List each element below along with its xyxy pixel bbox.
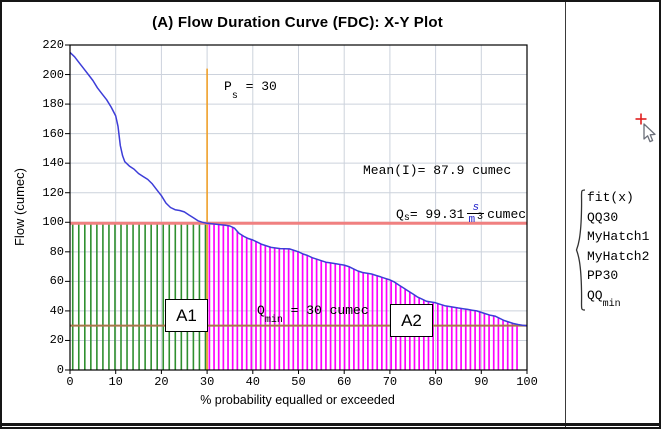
legend-item-fit[interactable]: fit(x): [587, 188, 649, 208]
qs-frac-exponent: 3: [477, 212, 484, 223]
qs-frac-numerator: s: [472, 202, 480, 214]
x-tick-label: 100: [516, 375, 538, 389]
x-tick-label: 90: [474, 375, 489, 389]
a2-text: A2: [401, 310, 422, 330]
page-break-line: [565, 2, 566, 427]
annotation-ps: Ps = 30: [224, 79, 277, 102]
x-tick-label: 50: [291, 375, 306, 389]
flow-curve: [69, 51, 528, 327]
legend-item-pp30-label: PP30: [587, 268, 619, 283]
y-tick-label: 80: [49, 244, 64, 259]
x-tick-label: 0: [66, 375, 74, 389]
annotation-qmin: Qmin = 30 cumec: [257, 303, 369, 326]
y-tick-label: 60: [49, 274, 64, 289]
mean-text: Mean(I)= 87.9 cumec: [363, 163, 512, 178]
ps-base: P: [224, 79, 232, 94]
ps-rest: = 30: [237, 79, 277, 94]
y-tick-label: 100: [42, 215, 64, 230]
x-tick-label: 40: [245, 375, 260, 389]
area-label-a1: A1: [165, 299, 208, 332]
x-tick-label: 60: [336, 375, 352, 389]
legend-item-fit-label: fit(x): [587, 190, 634, 205]
y-axis-title: Flow (cumec): [12, 168, 27, 247]
annotation-mean: Mean(I)= 87.9 cumec: [363, 163, 511, 178]
plot-title: (A) Flow Duration Curve (FDC): X-Y Plot: [152, 14, 443, 31]
y-tick-label: 200: [42, 67, 64, 82]
x-tick-label: 20: [154, 375, 169, 389]
qmin-base: Q: [257, 303, 265, 318]
qmin-rest: = 30 cumec: [282, 303, 369, 318]
x-axis-title: % probability equalled or exceeded: [200, 393, 395, 407]
y-tick-label: 220: [42, 38, 64, 52]
area-label-a2: A2: [390, 304, 433, 337]
legend-item-qqmin[interactable]: QQmin: [587, 287, 621, 311]
legend-item-myhatch1-label: MyHatch1: [587, 229, 650, 244]
qs-eq: = 99.31: [409, 207, 465, 222]
x-tick-label: 10: [108, 375, 123, 389]
y-tick-label: 0: [56, 363, 64, 377]
qmin-sub: min: [264, 314, 283, 326]
qs-base: Q: [396, 207, 404, 222]
y-tick-label: 20: [49, 333, 64, 348]
y-tick-label: 140: [42, 156, 64, 171]
y-tick-label: 160: [42, 126, 64, 141]
a1-text: A1: [176, 305, 197, 325]
ps-sub: s: [231, 90, 238, 102]
y-tick-label: 180: [42, 97, 64, 112]
legend-item-pp30[interactable]: PP30: [587, 266, 649, 286]
legend-item-myhatch1[interactable]: MyHatch1: [587, 227, 649, 247]
legend-item-myhatch2-label: MyHatch2: [587, 248, 650, 264]
hatch-myhatch2: [208, 223, 518, 370]
x-tick-label: 80: [428, 375, 443, 389]
y-tick-label: 40: [49, 303, 64, 318]
legend-item-myhatch2[interactable]: MyHatch2: [587, 247, 649, 267]
legend-item-qq30[interactable]: QQ30: [587, 208, 649, 228]
legend-item-qqmin-label: QQ: [587, 287, 603, 303]
window-bottom-frame: [2, 423, 659, 426]
x-tick-label: 70: [382, 375, 398, 389]
y-tick-label: 120: [42, 185, 64, 200]
x-tick-label: 30: [199, 375, 215, 389]
qs-frac-denominator: m: [468, 214, 476, 226]
trace-legend: fit(x) QQ30 MyHatch1 MyHatch2 PP30 QQmin: [587, 188, 649, 311]
mouse-cursor-icon: [643, 123, 656, 143]
crosshair-marker: [635, 113, 647, 125]
qs-sub: s: [403, 213, 410, 224]
plot-region[interactable]: [65, 44, 528, 374]
hatch-myhatch1: [71, 223, 207, 370]
legend-brace-icon: [575, 189, 586, 311]
legend-item-qq30-label: QQ30: [587, 209, 619, 225]
qs-unit: cumec: [487, 207, 527, 222]
